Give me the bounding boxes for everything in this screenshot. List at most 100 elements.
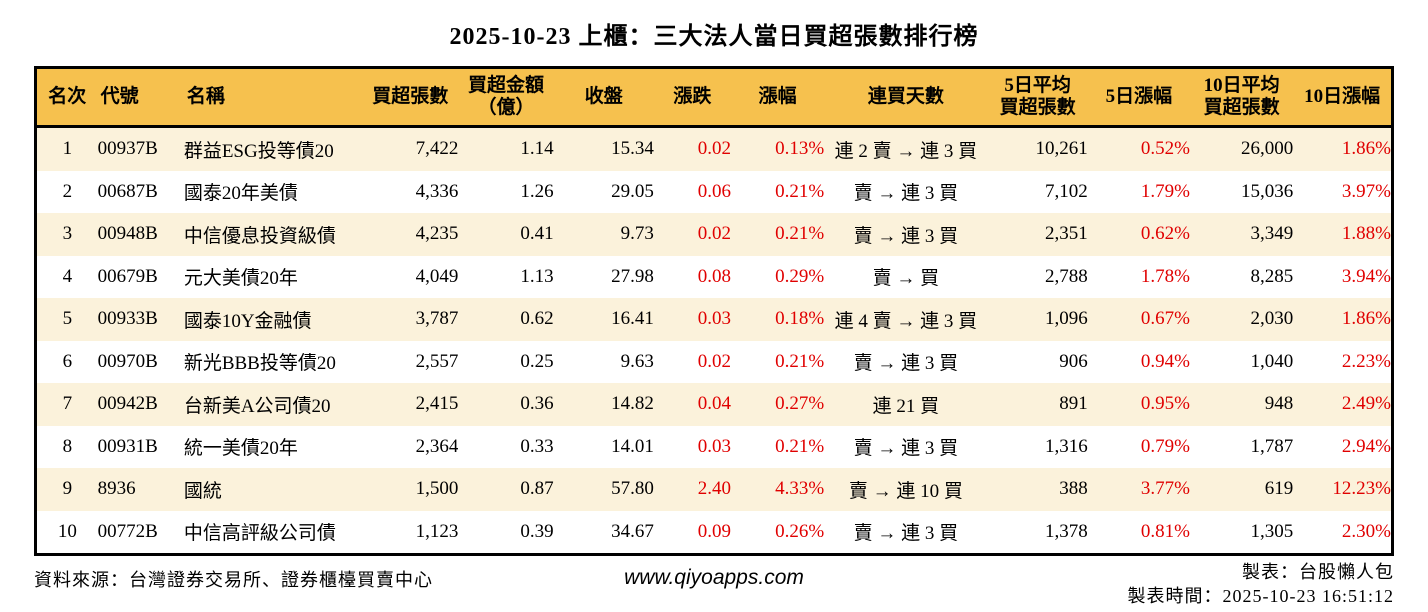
- cell-pct10: 2.49%: [1341, 393, 1391, 415]
- cell-rank: 6: [62, 350, 73, 372]
- cell-change_pct: 0.21%: [775, 180, 825, 202]
- cell-rank: 4: [62, 265, 73, 287]
- cell-name: 新光BBB投等債20: [183, 353, 336, 375]
- cell-avg10: 15,036: [1240, 180, 1294, 202]
- cell-avg5: 1,096: [1045, 308, 1088, 330]
- cell-avg10: 1,040: [1250, 350, 1294, 372]
- cell-pct10: 1.88%: [1341, 223, 1391, 245]
- cell-change: 0.06: [697, 180, 731, 202]
- cell-pct5: 0.95%: [1140, 393, 1190, 415]
- col-header-pct5: 5日漲幅: [1087, 67, 1190, 128]
- cell-pct5: 3.77%: [1140, 478, 1190, 500]
- cell-net_volume: 4,235: [415, 223, 459, 245]
- cell-net_amount: 0.36: [520, 393, 554, 415]
- cell-avg10: 3,349: [1250, 223, 1294, 245]
- table-row: 4 00679B 元大美債20年 4,049 1.13 27.98 0.08 0.29% 賣 →…: [35, 255, 1393, 298]
- cell-pct5: 1.78%: [1140, 265, 1190, 287]
- table-row: 3 00948B 中信優息投資級債 4,235 0.41 9.73 0.02 0.21% 賣 →…: [35, 213, 1393, 256]
- cell-net_amount: 1.14: [520, 138, 554, 160]
- cell-code: 00937B: [97, 138, 158, 160]
- cell-streak: 賣 → 連 3 買: [853, 438, 959, 460]
- cell-rank: 3: [62, 223, 73, 245]
- cell-avg5: 7,102: [1045, 180, 1088, 202]
- cell-pct10: 2.94%: [1341, 435, 1391, 457]
- cell-change: 2.40: [697, 478, 731, 500]
- cell-code: 00970B: [97, 350, 158, 372]
- cell-streak: 賣 → 連 3 買: [853, 523, 959, 545]
- cell-net_amount: 0.87: [520, 478, 554, 500]
- cell-close: 34.67: [611, 520, 654, 542]
- cell-code: 00942B: [97, 393, 158, 415]
- cell-name: 中信高評級公司債: [183, 523, 336, 545]
- col-header-streak: 連買天數: [824, 67, 988, 128]
- cell-close: 9.63: [620, 350, 654, 372]
- cell-avg10: 2,030: [1250, 308, 1294, 330]
- table-row: 9 8936 國統 1,500 0.87 57.80 2.40 4.33% 賣 → 連 10 買…: [35, 468, 1393, 511]
- cell-net_amount: 0.25: [520, 350, 554, 372]
- cell-avg5: 891: [1059, 393, 1088, 415]
- cell-pct10: 3.94%: [1341, 265, 1391, 287]
- cell-name: 國泰10Y金融債: [183, 310, 312, 332]
- cell-change: 0.03: [697, 435, 731, 457]
- cell-avg5: 2,351: [1045, 223, 1088, 245]
- cell-avg5: 388: [1059, 478, 1088, 500]
- col-header-pct10: 10日漲幅: [1293, 67, 1393, 128]
- cell-name: 元大美債20年: [183, 268, 298, 290]
- net-buy-ranking-table: 名次 代號 名稱 買超張數 買超金額 （億） 收盤 漲跌 漲幅 連買天數 5日平…: [34, 66, 1394, 556]
- table-row: 6 00970B 新光BBB投等債20 2,557 0.25 9.63 0.02 0.21% 賣…: [35, 340, 1393, 383]
- cell-net_volume: 2,415: [415, 393, 459, 415]
- cell-net_amount: 0.41: [520, 223, 554, 245]
- cell-code: 8936: [97, 478, 136, 500]
- col-header-net-volume: 買超張數: [362, 67, 459, 128]
- cell-change_pct: 4.33%: [775, 478, 825, 500]
- cell-net_volume: 4,049: [415, 265, 459, 287]
- cell-avg10: 619: [1264, 478, 1294, 500]
- cell-streak: 賣 → 連 3 買: [853, 183, 959, 205]
- cell-streak: 連 21 買: [872, 395, 940, 417]
- cell-close: 15.34: [611, 138, 654, 160]
- cell-change: 0.02: [697, 350, 731, 372]
- cell-pct5: 0.79%: [1140, 435, 1190, 457]
- cell-avg10: 1,787: [1250, 435, 1294, 457]
- col-header-change: 漲跌: [653, 67, 731, 128]
- table-row: 1 00937B 群益ESG投等債20 7,422 1.14 15.34 0.02 0.13%…: [35, 126, 1393, 171]
- col-header-name: 名稱: [183, 67, 363, 128]
- cell-avg10: 1,305: [1250, 520, 1294, 542]
- cell-pct10: 2.23%: [1341, 350, 1391, 372]
- cell-net_volume: 3,787: [415, 308, 459, 330]
- cell-pct10: 1.86%: [1341, 308, 1391, 330]
- maker-text: 製表：台股懶人包: [1242, 562, 1394, 582]
- cell-pct5: 0.52%: [1140, 138, 1190, 160]
- cell-net_volume: 1,123: [415, 520, 459, 542]
- table-row: 2 00687B 國泰20年美債 4,336 1.26 29.05 0.06 0.21% 賣 →…: [35, 170, 1393, 213]
- cell-rank: 1: [62, 138, 73, 160]
- cell-code: 00931B: [97, 435, 158, 457]
- cell-name: 統一美債20年: [183, 438, 298, 460]
- table-row: 10 00772B 中信高評級公司債 1,123 0.39 34.67 0.09 0.26% 賣…: [35, 510, 1393, 555]
- website-text: www.qiyoapps.com: [624, 566, 804, 589]
- table-row: 8 00931B 統一美債20年 2,364 0.33 14.01 0.03 0.21% 賣 →…: [35, 425, 1393, 468]
- cell-close: 14.01: [611, 435, 654, 457]
- cell-avg5: 1,378: [1045, 520, 1088, 542]
- cell-avg5: 2,788: [1045, 265, 1088, 287]
- cell-close: 29.05: [611, 180, 654, 202]
- col-header-avg5: 5日平均 買超張數: [987, 67, 1088, 128]
- cell-streak: 賣 → 連 10 買: [848, 480, 963, 502]
- col-header-code: 代號: [97, 67, 184, 128]
- cell-change: 0.04: [697, 393, 731, 415]
- cell-code: 00772B: [97, 520, 158, 542]
- table-header: 名次 代號 名稱 買超張數 買超金額 （億） 收盤 漲跌 漲幅 連買天數 5日平…: [35, 67, 1393, 128]
- table-row: 7 00942B 台新美A公司債20 2,415 0.36 14.82 0.04 0.27% 連…: [35, 383, 1393, 426]
- cell-net_volume: 2,557: [415, 350, 459, 372]
- cell-streak: 賣 → 買: [872, 268, 940, 290]
- made-at-text: 製表時間：2025-10-23 16:51:12: [1127, 586, 1394, 607]
- cell-pct10: 2.30%: [1341, 520, 1391, 542]
- col-header-net-amount: 買超金額 （億）: [458, 67, 554, 128]
- cell-avg5: 906: [1059, 350, 1088, 372]
- cell-name: 群益ESG投等債20: [183, 140, 334, 162]
- cell-rank: 9: [62, 478, 73, 500]
- cell-avg5: 1,316: [1045, 435, 1088, 457]
- cell-change_pct: 0.27%: [775, 393, 825, 415]
- cell-net_volume: 7,422: [415, 138, 459, 160]
